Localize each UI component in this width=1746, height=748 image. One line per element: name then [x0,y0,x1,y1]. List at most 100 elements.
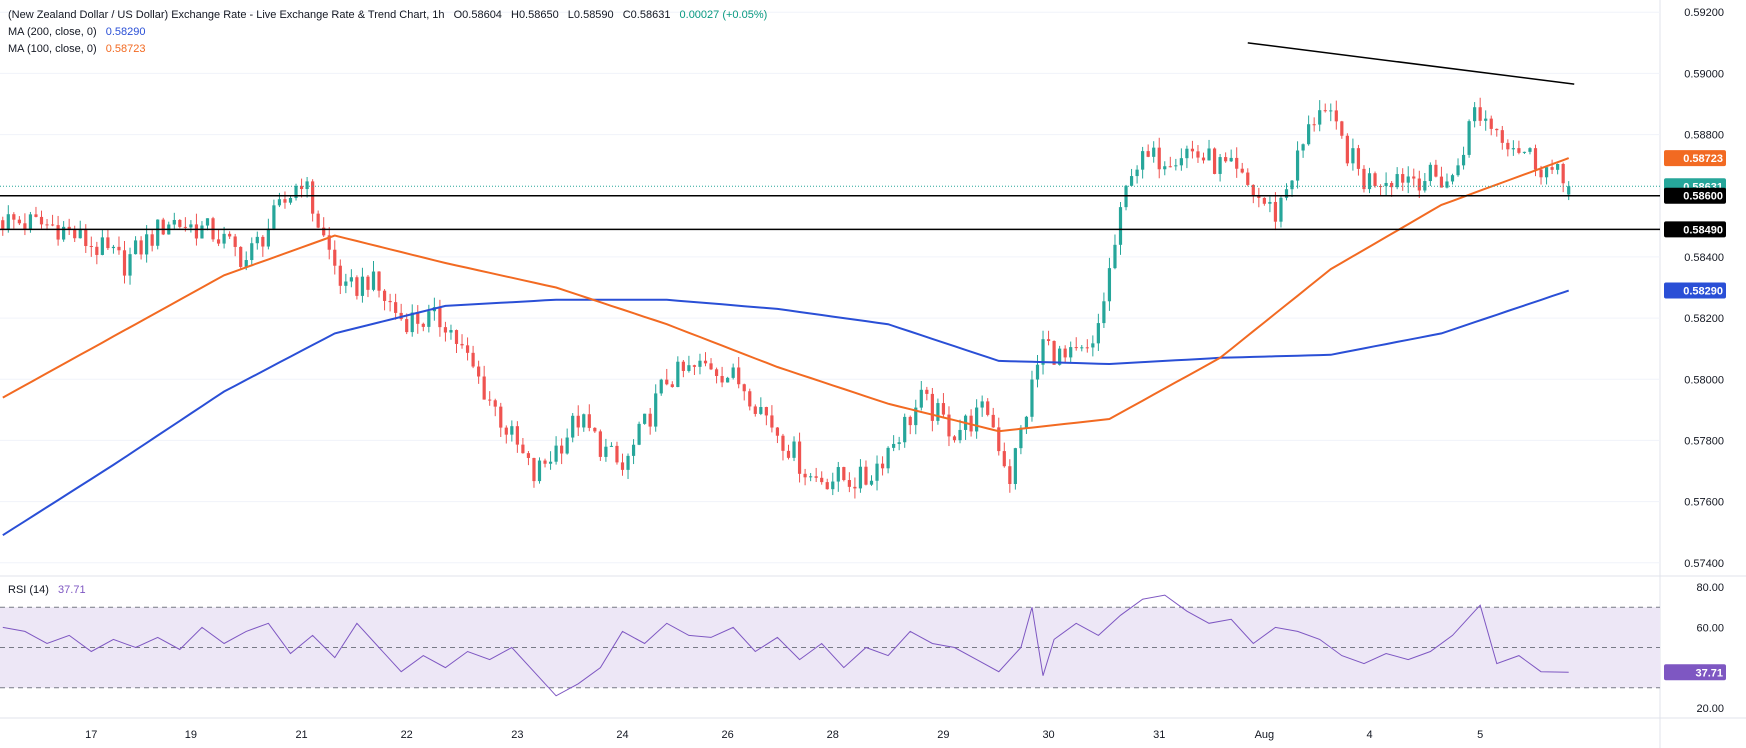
candle-body [145,234,149,255]
candle-body [1058,348,1062,365]
candle-body [1218,157,1222,174]
candle-body [316,213,320,228]
candle-body [228,233,232,237]
candle-body [1008,466,1012,485]
candle-body [1373,173,1377,187]
candle-body [903,416,907,443]
price-tick-label: 0.57600 [1684,497,1724,509]
candle-body [797,441,802,474]
candle-body [1091,343,1095,348]
candle-body [388,300,392,303]
candle-body [133,240,138,255]
rsi-tick-label: 20.00 [1696,703,1724,715]
candle-body [355,277,359,296]
candle-body [1262,197,1266,204]
candle-body [1506,142,1510,150]
candle-body [720,375,724,383]
candle-body [272,205,276,229]
candle-body [532,457,536,482]
candle-body [405,319,409,333]
candle-body [1229,157,1233,162]
candle-body [427,311,431,327]
candle-body [1224,157,1228,162]
candle-body [194,224,199,239]
candle-body [1423,181,1427,191]
candle-body [842,467,846,481]
candle-body [941,403,946,415]
candle-body [593,427,597,432]
candle-body [100,237,104,255]
candle-body [1174,165,1178,167]
candle-body [809,476,813,478]
candle-body [576,415,580,428]
candle-body [1412,176,1416,179]
candle-body [1351,148,1355,164]
candle-body [626,455,630,470]
candle-body [1074,347,1078,349]
candle-body [1235,157,1239,169]
rsi-legend[interactable]: RSI (14) 37.71 [8,582,86,598]
candle-body [598,431,602,457]
price-badge-label: 0.58723 [1683,153,1723,165]
candle-body [78,228,82,239]
candle-body [565,437,569,454]
candle-body [936,403,940,421]
candle-body [1035,364,1040,380]
candle-body [1268,201,1272,204]
ma200-line [2,289,1570,537]
candle-body [1489,118,1493,129]
candle-body [1495,128,1499,131]
candle-body [897,442,901,444]
candle-body [1290,180,1294,190]
candle-body [1080,347,1084,349]
price-badge-label: 0.58600 [1683,191,1723,203]
candle-body [344,281,348,286]
candle-body [89,246,93,248]
candle-body [499,406,503,428]
candle-body [460,343,464,346]
ma100-legend[interactable]: MA (100, close, 0) 0.58723 [8,41,145,57]
candle-body [1556,163,1560,170]
candle-body [703,360,708,364]
candle-body [631,444,636,456]
ohlc-low: L0.58590 [567,9,614,21]
candle-body [1500,130,1504,143]
ma200-legend[interactable]: MA (200, close, 0) 0.58290 [8,24,145,40]
candle-body [665,379,669,385]
candle-body [1401,174,1405,183]
price-badge [1664,221,1726,238]
candle-body [1307,124,1311,145]
candle-body [299,185,304,190]
time-tick-label: 19 [185,729,197,741]
candle-body [1141,151,1145,170]
candle-body [759,407,763,414]
candle-body [692,365,697,367]
candle-body [1107,268,1112,302]
candle-body [670,384,674,388]
candle-body [338,265,342,286]
candle-body [1030,379,1034,417]
candle-body [482,376,486,400]
candle-body [382,290,387,301]
candle-body [947,414,951,437]
price-badge-label: 0.58490 [1683,224,1723,236]
candle-body [239,246,243,267]
candle-body [111,246,116,249]
candle-body [106,237,110,249]
candle-body [698,360,702,367]
rsi-tick-label: 80.00 [1696,582,1724,594]
candle-body [1434,164,1438,177]
candle-body [770,415,774,428]
candle-body [1362,168,1366,190]
candle-body [349,277,353,282]
candle-body [1,220,5,229]
candle-body [1002,451,1006,467]
candle-body [875,463,879,481]
candle-body [1517,148,1521,153]
candle-body [714,369,719,376]
time-tick-label: 30 [1042,729,1054,741]
candle-body [23,223,27,229]
time-tick-label: 29 [937,729,949,741]
